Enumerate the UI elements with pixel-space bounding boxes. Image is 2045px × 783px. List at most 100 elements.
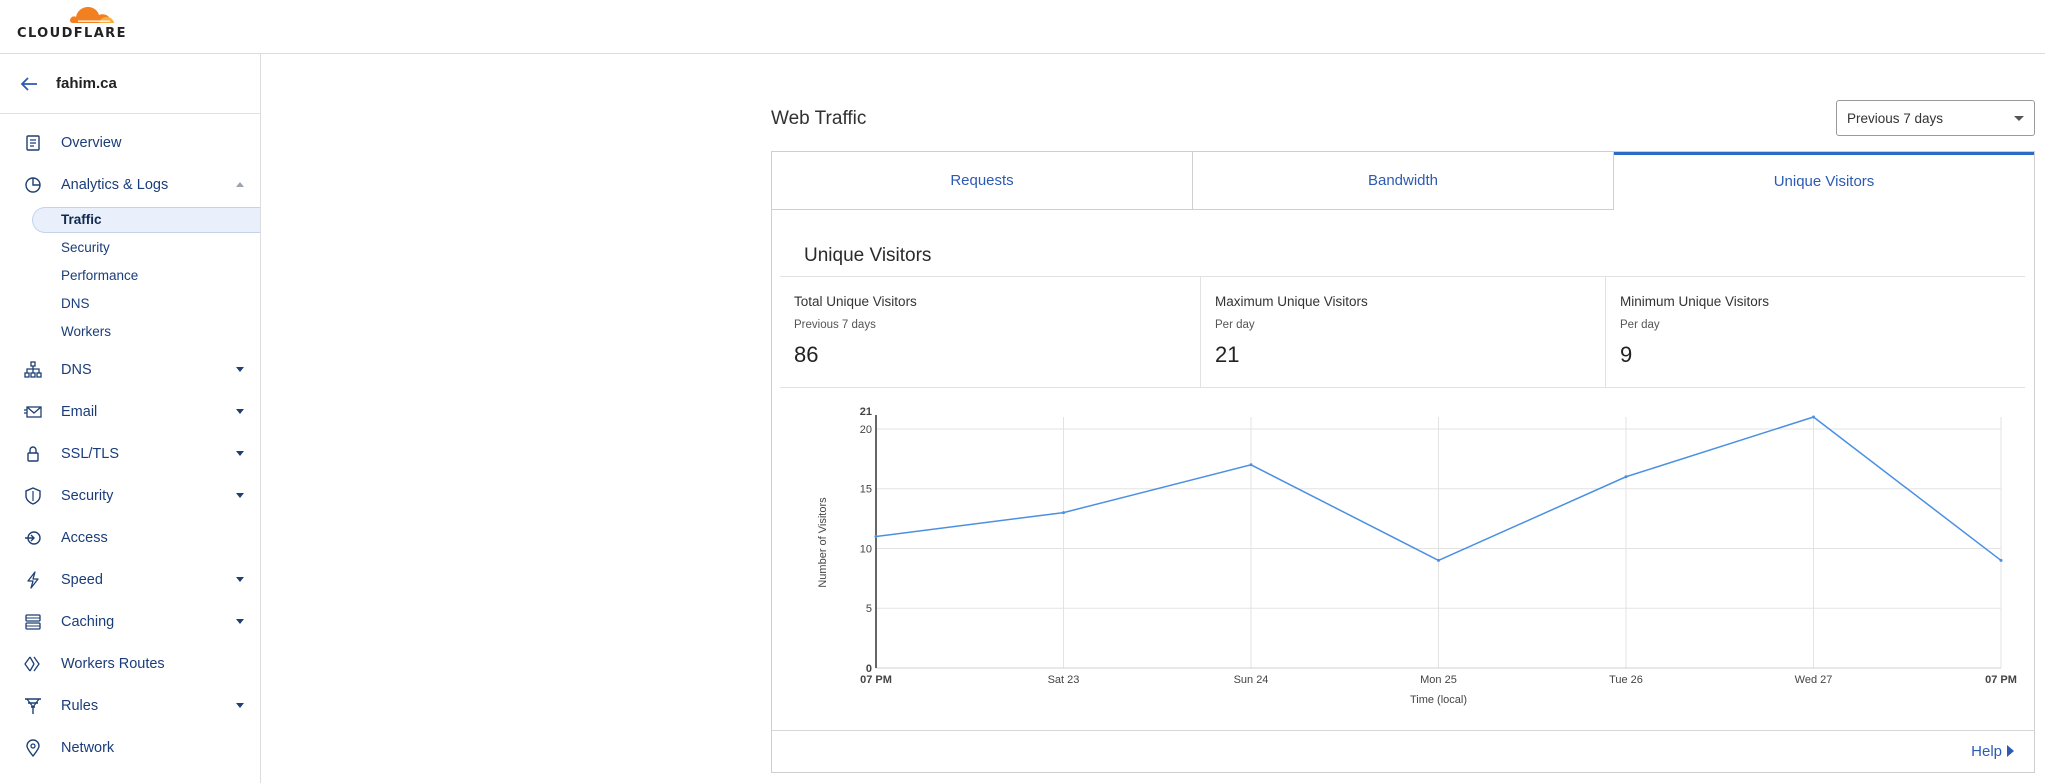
zone-header: fahim.ca — [0, 54, 260, 114]
time-range-value: Previous 7 days — [1847, 111, 1944, 126]
stat-value: 86 — [794, 342, 819, 367]
x-tick-label: 07 PM — [1985, 674, 2017, 686]
x-tick-label: Tue 26 — [1609, 674, 1643, 686]
stat-sublabel: Per day — [1620, 319, 1660, 331]
sidebar-item-label: Workers Routes — [61, 656, 165, 672]
sidebar-item-label: SSL/TLS — [61, 446, 120, 462]
help-link[interactable]: Help — [1971, 743, 2014, 760]
time-range-select[interactable]: Previous 7 days — [1836, 100, 2035, 136]
logo-text: CLOUDFLARE — [17, 26, 127, 41]
web-traffic-card: Requests Bandwidth Unique Visitors Uniqu… — [771, 151, 2035, 773]
help-label: Help — [1971, 743, 2002, 760]
data-point — [1437, 558, 1440, 562]
data-point — [1812, 415, 1815, 419]
x-axis-label: Time (local) — [1410, 694, 1467, 706]
chevron-down-icon[interactable] — [236, 577, 244, 582]
sidebar-item-label: Caching — [61, 614, 115, 630]
pie-chart-icon — [25, 177, 41, 193]
chevron-up-icon[interactable] — [236, 182, 244, 187]
chevron-down-icon — [2014, 116, 2024, 121]
tab-label: Unique Visitors — [1773, 173, 1875, 190]
y-tick-label: 0 — [866, 663, 872, 675]
sidebar-item-label: DNS — [61, 362, 92, 378]
chevron-down-icon[interactable] — [236, 451, 244, 456]
data-point — [874, 535, 878, 539]
sidebar-subitem-performance[interactable]: Performance — [32, 263, 260, 289]
sidebar-item-analytics-logs[interactable]: Analytics & Logs — [0, 168, 260, 202]
x-tick-label: Sat 23 — [1048, 674, 1080, 686]
sidebar-item-label: Overview — [61, 135, 122, 151]
sidebar-item-rules[interactable]: Rules — [0, 689, 260, 723]
data-point — [1062, 511, 1065, 515]
chevron-down-icon[interactable] — [236, 619, 244, 624]
sidebar-item-label: Analytics & Logs — [61, 177, 169, 193]
chevron-down-icon[interactable] — [236, 493, 244, 498]
data-point — [1999, 558, 2003, 562]
stat-minimum: Minimum Unique Visitors Per day 9 — [1605, 277, 2025, 387]
page-title: Web Traffic — [771, 108, 867, 129]
tab-unique-visitors[interactable]: Unique Visitors — [1614, 152, 2034, 210]
sidebar-item-ssl-tls[interactable]: SSL/TLS — [0, 437, 260, 471]
x-tick-label: Sun 24 — [1234, 674, 1269, 686]
sidebar-subitem-label: Performance — [61, 268, 139, 283]
sidebar-item-speed[interactable]: Speed — [0, 563, 260, 597]
unique-visitors-chart: 0 5 10 15 20 21 07 PM Sat 23 Sun 24 Mon 25 Tue 26 W… — [817, 406, 2017, 706]
chevron-down-icon[interactable] — [236, 703, 244, 708]
y-tick-label: 21 — [860, 406, 872, 418]
y-tick-label: 5 — [866, 603, 872, 615]
y-tick-label: 10 — [860, 543, 872, 555]
back-arrow-icon[interactable] — [18, 74, 40, 94]
x-tick-label: Wed 27 — [1795, 674, 1833, 686]
sidebar-item-network[interactable]: Network — [0, 731, 260, 765]
sidebar-item-label: Security — [61, 488, 114, 504]
sidebar-item-dns[interactable]: DNS — [0, 353, 260, 387]
x-tick-label: Mon 25 — [1420, 674, 1457, 686]
server-icon — [25, 614, 41, 630]
zone-name: fahim.ca — [56, 75, 117, 92]
stat-sublabel: Previous 7 days — [794, 319, 876, 331]
sidebar-item-caching[interactable]: Caching — [0, 605, 260, 639]
sidebar-subitem-traffic[interactable]: Traffic — [32, 207, 260, 233]
lightning-icon — [27, 571, 39, 589]
tab-label: Requests — [950, 172, 1014, 189]
panel-title: Unique Visitors — [804, 245, 932, 266]
sitemap-icon — [24, 361, 42, 378]
sidebar-subitem-dns[interactable]: DNS — [32, 291, 260, 317]
sidebar-item-access[interactable]: Access — [0, 521, 260, 555]
stat-maximum: Maximum Unique Visitors Per day 21 — [1200, 277, 1605, 387]
x-tick-label: 07 PM — [860, 674, 892, 686]
stats-row: Total Unique Visitors Previous 7 days 86… — [780, 276, 2025, 388]
workers-icon — [24, 656, 40, 672]
sidebar-subitem-label: DNS — [61, 296, 90, 311]
sidebar: fahim.ca Overview Analytics & Logs Traff… — [0, 54, 261, 783]
sidebar-item-overview[interactable]: Overview — [0, 126, 260, 160]
tab-label: Bandwidth — [1367, 172, 1439, 189]
sidebar-item-label: Speed — [61, 572, 103, 588]
sidebar-item-label: Network — [61, 740, 115, 756]
tab-bandwidth[interactable]: Bandwidth — [1193, 152, 1614, 210]
sidebar-item-label: Access — [61, 530, 108, 546]
sidebar-subitem-label: Workers — [61, 324, 112, 339]
location-pin-icon — [26, 739, 40, 757]
chevron-down-icon[interactable] — [236, 367, 244, 372]
sidebar-item-security[interactable]: Security — [0, 479, 260, 513]
cloudflare-logo[interactable]: CLOUDFLARE — [17, 2, 127, 42]
tab-requests[interactable]: Requests — [772, 152, 1193, 210]
stat-label: Minimum Unique Visitors — [1620, 294, 1770, 309]
data-point — [1624, 475, 1628, 479]
sidebar-subitem-security[interactable]: Security — [32, 235, 260, 261]
shield-icon — [25, 487, 41, 505]
stat-label: Total Unique Visitors — [794, 294, 917, 309]
sidebar-item-workers-routes[interactable]: Workers Routes — [0, 647, 260, 681]
y-tick-label: 20 — [860, 424, 872, 436]
lock-icon — [27, 446, 39, 462]
y-tick-label: 15 — [860, 484, 872, 496]
funnel-icon — [25, 698, 41, 714]
sidebar-item-label: Email — [61, 404, 98, 420]
chevron-down-icon[interactable] — [236, 409, 244, 414]
stat-value: 9 — [1620, 342, 1633, 367]
stat-value: 21 — [1215, 342, 1240, 367]
y-axis-label: Number of Visitors — [817, 497, 829, 588]
sidebar-item-email[interactable]: Email — [0, 395, 260, 429]
sidebar-subitem-workers[interactable]: Workers — [32, 319, 260, 345]
